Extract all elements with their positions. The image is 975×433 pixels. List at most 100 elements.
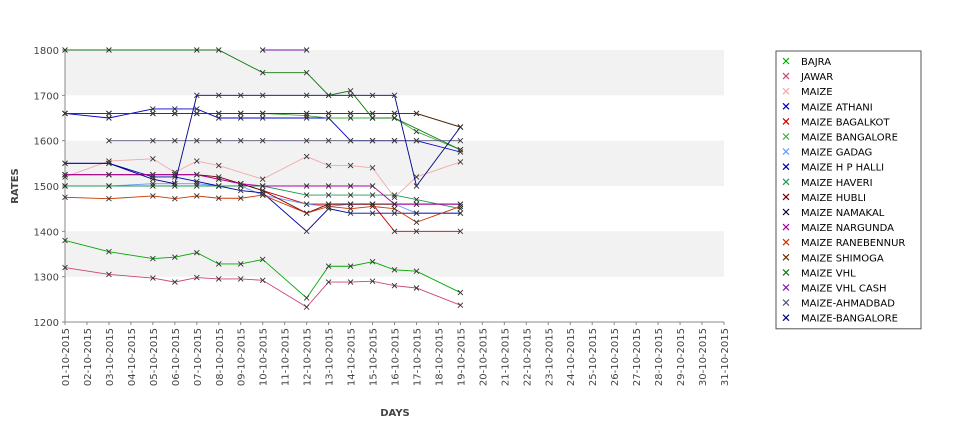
legend-marker (782, 193, 790, 201)
y-axis-title: RATES (10, 168, 21, 204)
data-point (215, 92, 222, 99)
data-point (413, 210, 420, 217)
data-point (172, 106, 178, 112)
data-point (172, 183, 178, 189)
data-point (369, 258, 376, 265)
data-point (369, 210, 376, 217)
data-point (369, 183, 376, 189)
legend-box (775, 50, 922, 330)
data-point (303, 153, 310, 160)
data-point (259, 176, 266, 183)
data-point (215, 261, 222, 267)
data-point (106, 195, 112, 202)
data-point (369, 137, 376, 144)
data-point (347, 87, 354, 94)
legend-label: MAIZE HUBLI (801, 193, 866, 204)
data-point (347, 92, 354, 99)
x-tick-label: 18-10-2015 (434, 328, 445, 386)
data-point (303, 92, 310, 99)
data-point (457, 149, 464, 155)
x-tick-label: 14-10-2015 (347, 328, 358, 386)
data-point (193, 106, 200, 112)
legend-label: MAIZE RANEBENNUR (801, 238, 905, 249)
data-point (347, 110, 354, 117)
legend-label: BAJRA (801, 57, 831, 68)
x-tick-label: 25-10-2015 (588, 328, 599, 386)
data-point (303, 295, 310, 301)
data-point (62, 174, 68, 180)
x-tick-label: 02-10-2015 (83, 328, 94, 386)
data-point (413, 228, 420, 235)
data-point (413, 201, 420, 207)
series-16 (106, 137, 464, 144)
data-point (391, 110, 398, 117)
data-point (150, 180, 156, 187)
data-point (325, 203, 332, 210)
axes: DAYS RATES 1200 1300 1400 1500 1600 1700 1800 0… (10, 46, 731, 419)
data-point (215, 110, 222, 117)
series-17 (62, 92, 464, 189)
data-point (369, 115, 376, 121)
data-point (413, 285, 420, 291)
data-point (62, 264, 68, 271)
series-line (64, 156, 461, 199)
data-point (150, 110, 156, 117)
y-tick-label: 1200 (34, 318, 59, 329)
data-point (325, 92, 332, 99)
data-point (193, 193, 200, 199)
legend-label: MAIZE H P HALLI (801, 163, 884, 174)
x-tick-label: 09-10-2015 (237, 328, 248, 386)
data-point (303, 201, 310, 207)
y-tick-label: 1300 (34, 273, 59, 284)
data-point (391, 137, 398, 144)
data-point (303, 69, 310, 76)
data-point (347, 115, 354, 121)
data-point (237, 110, 244, 117)
data-point (325, 183, 332, 189)
data-point (193, 249, 200, 256)
data-point (150, 137, 156, 144)
data-point (62, 47, 68, 53)
x-tick-label: 07-10-2015 (193, 328, 204, 386)
data-point (457, 228, 464, 235)
data-point (150, 106, 156, 112)
x-tick-label: 26-10-2015 (610, 328, 621, 386)
data-point (325, 263, 332, 270)
legend-label: MAIZE NAMAKAL (801, 208, 885, 219)
data-point (303, 137, 310, 144)
grid-band (65, 231, 724, 277)
data-point (172, 137, 178, 144)
series-0 (62, 237, 464, 301)
series-15 (259, 47, 310, 53)
data-point (106, 47, 112, 53)
data-point (237, 137, 244, 144)
data-point (325, 115, 332, 121)
series-2 (62, 153, 464, 201)
data-point (303, 183, 310, 189)
x-tick-label: 01-10-2015 (61, 328, 72, 386)
data-point (259, 92, 266, 99)
data-point (391, 205, 398, 212)
legend-label: MAIZE-BANGALORE (801, 314, 898, 325)
data-point (62, 194, 68, 201)
data-point (325, 201, 332, 207)
series-layer (62, 47, 464, 310)
data-point (215, 183, 222, 189)
data-point (172, 180, 178, 187)
data-point (391, 115, 398, 121)
legend-label: MAIZE NARGUNDA (801, 223, 894, 234)
data-point (347, 192, 354, 198)
data-point (237, 276, 244, 282)
data-point (193, 274, 200, 281)
data-point (369, 203, 376, 210)
data-point (303, 304, 310, 310)
data-point (237, 187, 244, 194)
data-point (62, 171, 68, 178)
data-point (193, 183, 200, 189)
data-point (193, 92, 200, 99)
x-tick-label: 12-10-2015 (303, 328, 314, 386)
data-point (369, 278, 376, 285)
data-point (413, 128, 420, 135)
data-point (259, 115, 266, 121)
